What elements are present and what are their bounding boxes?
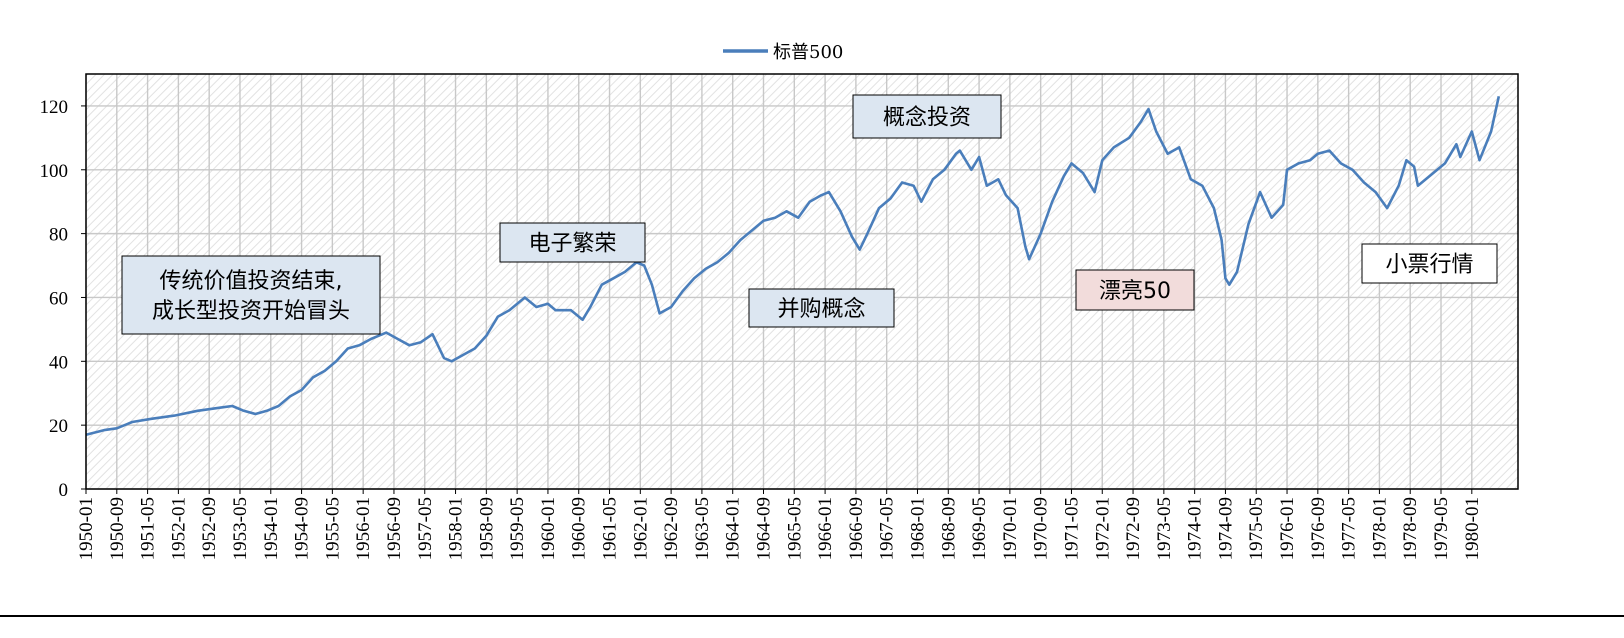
x-tick-label: 1966-09 <box>846 497 867 560</box>
annotation-text: 概念投资 <box>883 106 971 131</box>
annotation-box: 传统价值投资结束, 成长型投资开始冒头 <box>121 255 381 335</box>
x-tick-label: 1974-09 <box>1215 497 1236 560</box>
x-tick-label: 1975-05 <box>1246 497 1267 560</box>
x-tick-label: 1956-09 <box>384 497 405 560</box>
annotation-text: 电子繁荣 <box>528 232 616 257</box>
x-tick-label: 1970-01 <box>1000 497 1021 560</box>
annotation-text: 成长型投资开始冒头 <box>152 299 350 324</box>
x-tick-label: 1956-01 <box>353 497 374 560</box>
y-tick-label: 80 <box>49 225 68 246</box>
x-tick-label: 1963-05 <box>692 497 713 560</box>
plot-frame <box>85 73 1519 490</box>
annotation-text: 并购概念 <box>777 297 865 322</box>
x-tick-label: 1966-01 <box>815 497 836 560</box>
x-tick-label: 1964-09 <box>754 497 775 560</box>
x-tick-label: 1954-01 <box>261 497 282 560</box>
x-tick-label: 1969-05 <box>969 497 990 560</box>
annotation-frame <box>748 288 895 328</box>
x-tick-label: 1974-01 <box>1185 497 1206 560</box>
legend-label: 标普500 <box>773 42 843 63</box>
annotation-frame <box>1075 269 1195 311</box>
annotation-box: 并购概念 <box>748 288 895 328</box>
x-tick-label: 1953-05 <box>230 497 251 560</box>
x-tick-label: 1976-01 <box>1277 497 1298 560</box>
annotation-box: 电子繁荣 <box>499 222 646 263</box>
x-tick-label: 1954-09 <box>292 497 313 560</box>
x-tick-label: 1962-09 <box>661 497 682 560</box>
annotation-frame <box>852 94 1002 139</box>
y-tick-label: 0 <box>59 480 69 501</box>
x-tick-label: 1950-09 <box>107 497 128 560</box>
x-tick-label: 1958-01 <box>446 497 467 560</box>
x-tick-label: 1979-05 <box>1431 497 1452 560</box>
y-tick-label: 100 <box>40 161 69 182</box>
x-tick-label: 1980-01 <box>1462 497 1483 560</box>
x-tick-label: 1952-09 <box>199 497 220 560</box>
x-tick-label: 1972-01 <box>1092 497 1113 560</box>
annotation-text: 小票行情 <box>1385 253 1473 278</box>
x-tick-label: 1957-05 <box>415 497 436 560</box>
x-tick-label: 1977-05 <box>1339 497 1360 560</box>
x-tick-label: 1968-01 <box>907 497 928 560</box>
annotation-box: 概念投资 <box>852 94 1002 139</box>
x-tick-label: 1973-05 <box>1154 497 1175 560</box>
x-tick-label: 1971-05 <box>1061 497 1082 560</box>
x-tick-label: 1970-09 <box>1031 497 1052 560</box>
x-tick-label: 1960-09 <box>569 497 590 560</box>
x-tick-label: 1965-05 <box>784 497 805 560</box>
annotation-box: 漂亮50 <box>1075 269 1195 311</box>
x-tick-label: 1950-01 <box>76 497 97 560</box>
x-tick-label: 1959-05 <box>507 497 528 560</box>
x-tick-label: 1961-05 <box>600 497 621 560</box>
annotation-frame <box>499 222 646 263</box>
x-tick-label: 1978-01 <box>1369 497 1390 560</box>
x-tick-label: 1967-05 <box>877 497 898 560</box>
y-tick-label: 40 <box>49 352 68 373</box>
x-tick-label: 1960-01 <box>538 497 559 560</box>
x-tick-label: 1964-01 <box>723 497 744 560</box>
annotation-text: 传统价值投资结束, <box>160 269 343 294</box>
x-tick-label: 1955-05 <box>322 497 343 560</box>
y-tick-label: 120 <box>40 97 69 118</box>
annotation-box: 小票行情 <box>1361 243 1498 284</box>
x-tick-label: 1976-09 <box>1308 497 1329 560</box>
y-tick-label: 60 <box>49 288 68 309</box>
annotation-frame <box>121 255 381 335</box>
x-tick-label: 1951-05 <box>138 497 159 560</box>
x-tick-label: 1958-09 <box>476 497 497 560</box>
x-tick-label: 1978-09 <box>1400 497 1421 560</box>
x-tick-label: 1952-01 <box>168 497 189 560</box>
sp500-series-line <box>85 96 1501 436</box>
x-tick-label: 1962-01 <box>630 497 651 560</box>
annotation-text: 漂亮50 <box>1099 279 1171 304</box>
y-tick-label: 20 <box>49 416 68 437</box>
x-tick-label: 1968-09 <box>938 497 959 560</box>
x-tick-label: 1972-09 <box>1123 497 1144 560</box>
annotation-frame <box>1361 243 1498 284</box>
